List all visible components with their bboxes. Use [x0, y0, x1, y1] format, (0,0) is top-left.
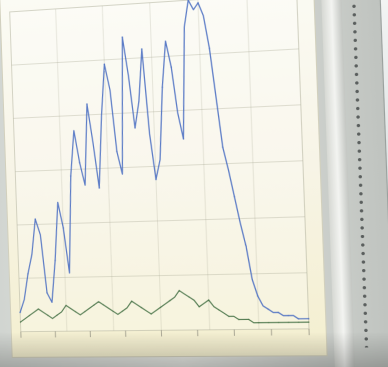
- monitor-screen: [0, 0, 328, 358]
- desk-shadow: [0, 332, 388, 367]
- line-chart: [0, 0, 328, 358]
